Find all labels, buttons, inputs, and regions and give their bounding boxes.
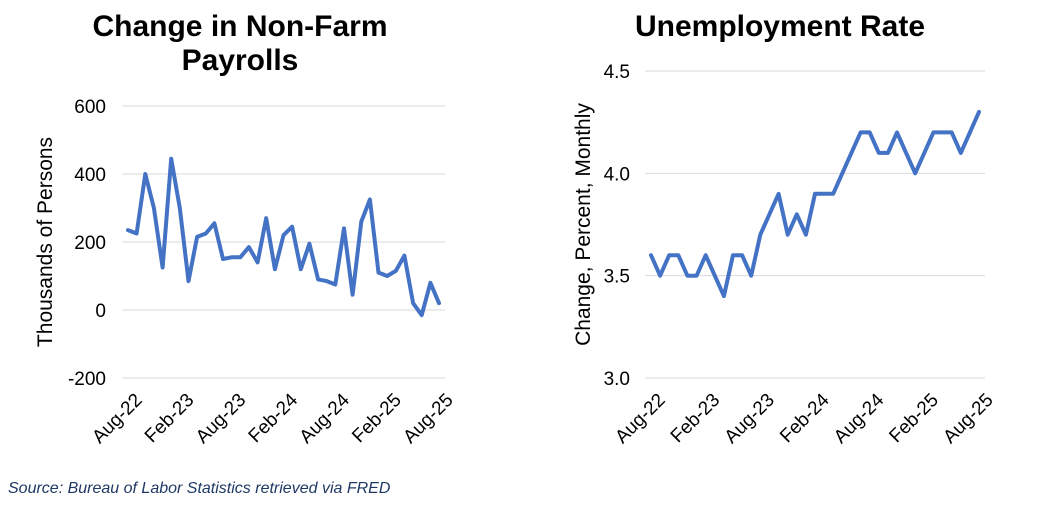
unemployment-y-tick-label: 4.5 bbox=[604, 62, 630, 83]
unemployment-x-tick-label: Aug-24 bbox=[830, 389, 888, 447]
unemployment-x-tick-label: Feb-25 bbox=[885, 390, 942, 447]
payrolls-x-tick-label: Aug-23 bbox=[192, 390, 250, 448]
payrolls-y-tick-label: 400 bbox=[74, 165, 106, 186]
unemployment-y-axis-title: Change, Percent, Monthly bbox=[572, 103, 595, 346]
unemployment-x-tick-label: Aug-25 bbox=[939, 390, 997, 448]
unemployment-y-tick-label: 4.0 bbox=[604, 164, 630, 185]
source-note: Source: Bureau of Labor Statistics retri… bbox=[8, 480, 391, 497]
payrolls-series-line bbox=[126, 156, 441, 318]
payrolls-x-tick-label: Aug-25 bbox=[399, 390, 457, 448]
payrolls-x-tick-label: Aug-24 bbox=[296, 389, 354, 447]
unemployment-y-tick-label: 3.5 bbox=[604, 267, 630, 288]
unemployment-chart-title: Unemployment Rate bbox=[634, 10, 926, 43]
payrolls-x-tick-label: Aug-22 bbox=[88, 390, 146, 448]
payrolls-y-tick-label: 200 bbox=[74, 233, 106, 254]
unemployment-x-tick-label: Aug-23 bbox=[721, 390, 779, 448]
unemployment-series-line bbox=[649, 109, 981, 299]
payrolls-x-tick-label: Feb-25 bbox=[348, 390, 405, 447]
payrolls-y-axis-title: Thousands of Persons bbox=[34, 137, 57, 347]
payrolls-y-tick-label: 600 bbox=[74, 97, 106, 118]
payrolls-chart-title: Change in Non-Farm Payrolls bbox=[92, 10, 388, 77]
unemployment-x-tick-label: Feb-23 bbox=[667, 390, 724, 447]
unemployment-x-tick-label: Feb-24 bbox=[776, 389, 834, 447]
payrolls-x-tick-label: Feb-24 bbox=[245, 389, 303, 447]
unemployment-chart: 3.03.54.04.5Aug-22Feb-23Aug-23Feb-24Aug-… bbox=[572, 62, 998, 448]
unemployment-y-tick-label: 3.0 bbox=[604, 369, 630, 390]
payrolls-x-tick-label: Feb-23 bbox=[141, 390, 198, 447]
payrolls-chart: -2000200400600Aug-22Feb-23Aug-23Feb-24Au… bbox=[34, 97, 458, 448]
payrolls-y-tick-label: 0 bbox=[95, 301, 106, 322]
unemployment-x-tick-label: Aug-22 bbox=[611, 390, 669, 448]
payrolls-y-tick-label: -200 bbox=[68, 369, 106, 390]
